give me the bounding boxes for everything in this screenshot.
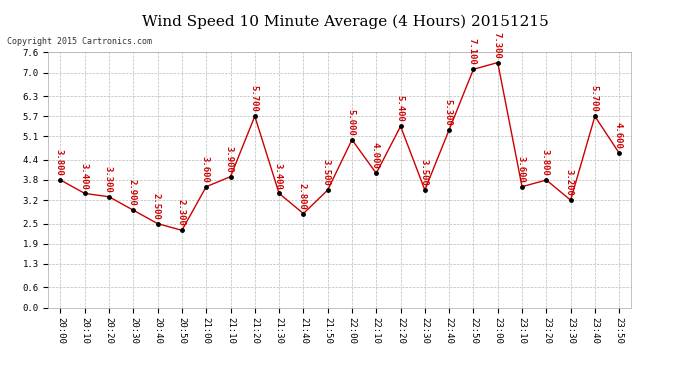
Text: 2.800: 2.800 — [297, 183, 306, 210]
Text: 7.300: 7.300 — [492, 32, 501, 58]
Text: 3.500: 3.500 — [419, 159, 428, 186]
Text: 3.900: 3.900 — [225, 146, 234, 172]
Text: 5.300: 5.300 — [444, 99, 453, 126]
Text: 3.400: 3.400 — [79, 162, 88, 189]
Text: 3.400: 3.400 — [273, 162, 282, 189]
Text: 5.400: 5.400 — [395, 95, 404, 122]
Text: 4.600: 4.600 — [613, 122, 622, 149]
Text: 2.300: 2.300 — [176, 200, 185, 226]
Text: 2.500: 2.500 — [152, 193, 161, 220]
Text: 3.600: 3.600 — [201, 156, 210, 183]
Text: 5.700: 5.700 — [589, 86, 598, 112]
Text: 2.900: 2.900 — [128, 179, 137, 206]
Text: 4.000: 4.000 — [371, 142, 380, 169]
Text: 3.200: 3.200 — [565, 169, 574, 196]
Text: 3.800: 3.800 — [55, 149, 63, 176]
Text: 3.300: 3.300 — [104, 166, 112, 193]
Text: 7.100: 7.100 — [468, 38, 477, 65]
Text: 5.000: 5.000 — [346, 109, 355, 136]
Text: Wind  (mph): Wind (mph) — [546, 42, 606, 51]
Text: Copyright 2015 Cartronics.com: Copyright 2015 Cartronics.com — [7, 38, 152, 46]
Text: 3.600: 3.600 — [516, 156, 525, 183]
Text: 3.800: 3.800 — [540, 149, 550, 176]
Text: 5.700: 5.700 — [249, 86, 258, 112]
Text: Wind Speed 10 Minute Average (4 Hours) 20151215: Wind Speed 10 Minute Average (4 Hours) 2… — [141, 15, 549, 29]
Text: 3.500: 3.500 — [322, 159, 331, 186]
